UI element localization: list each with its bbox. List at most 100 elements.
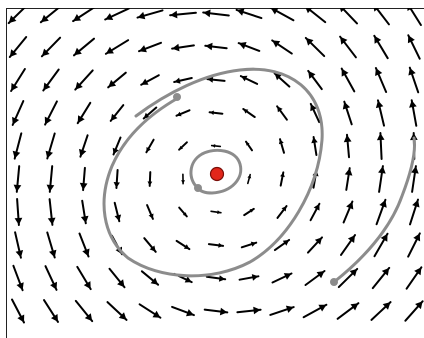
trajectory-right <box>332 136 416 284</box>
vector-arrow <box>140 74 160 86</box>
vector-arrow <box>245 140 253 152</box>
vector-arrow <box>143 237 157 253</box>
vector-arrow <box>337 267 359 289</box>
vector-arrow <box>146 204 154 220</box>
vector-arrow <box>12 264 24 292</box>
vector-arrow <box>113 201 122 223</box>
vector-arrow <box>46 165 55 193</box>
vector-arrow <box>43 299 59 323</box>
vector-arrow <box>340 67 356 93</box>
vector-arrow <box>239 75 259 85</box>
vector-arrow <box>11 100 25 126</box>
vector-arrow <box>340 234 356 256</box>
vector-arrow <box>10 68 26 92</box>
vector-arrow <box>104 8 130 21</box>
vector-arrow <box>40 36 62 58</box>
vector-arrow <box>309 202 321 222</box>
vector-arrow <box>76 265 92 291</box>
vector-arrow <box>72 8 96 23</box>
vector-arrow <box>378 165 386 193</box>
vector-arrow <box>302 303 328 319</box>
vector-arrow <box>237 42 261 52</box>
vector-arrow <box>171 43 195 52</box>
vector-arrow <box>204 42 228 51</box>
vector-arrow <box>74 299 94 323</box>
vector-arrow <box>178 206 188 218</box>
vector-arrow <box>370 301 392 321</box>
vector-arrow <box>175 109 191 117</box>
vector-arrow <box>80 199 89 225</box>
vector-arrow <box>304 270 326 286</box>
vector-arrow <box>342 200 354 224</box>
vector-arrow <box>235 8 263 20</box>
vector-arrow <box>344 167 353 191</box>
vector-arrow <box>307 236 323 254</box>
trajectory-outer <box>102 67 324 278</box>
vector-arrow <box>138 303 162 319</box>
vector-arrow <box>113 169 120 189</box>
vector-arrow <box>371 266 391 290</box>
vector-arrow <box>207 242 225 248</box>
vector-arrow <box>13 165 22 193</box>
vector-arrow <box>44 265 58 291</box>
vector-arrow <box>14 231 24 259</box>
vector-arrow <box>238 274 260 281</box>
vector-arrow <box>342 100 353 126</box>
vector-arrow <box>138 41 162 53</box>
vector-arrow <box>39 8 60 24</box>
vector-arrow <box>242 108 256 118</box>
vector-arrow <box>175 239 191 251</box>
vector-arrow <box>109 104 125 122</box>
vector-arrow <box>373 34 389 60</box>
vector-arrow <box>269 8 295 22</box>
vector-arrow <box>171 305 195 317</box>
vector-arrow <box>276 205 288 219</box>
vector-arrow <box>169 10 197 19</box>
vector-arrow <box>279 171 285 187</box>
vector-arrow <box>375 198 387 226</box>
vector-arrow <box>405 266 423 290</box>
vector-arrow <box>14 198 23 226</box>
vector-arrow <box>145 138 155 154</box>
vector-arrow <box>47 198 56 226</box>
vector-arrow <box>78 232 90 258</box>
vector-arrow <box>79 134 89 158</box>
trajectory-inner <box>189 148 243 195</box>
vector-arrow <box>202 9 230 18</box>
vector-arrow <box>203 307 229 316</box>
vector-arrow <box>108 267 126 289</box>
vector-arrow <box>243 207 255 217</box>
vector-arrow <box>404 300 424 322</box>
vector-arrow <box>273 238 291 252</box>
vector-arrow <box>106 301 128 321</box>
vector-arrow <box>45 132 56 160</box>
vector-arrow <box>339 8 358 25</box>
vector-arrow <box>73 37 95 57</box>
vector-arrow <box>339 35 357 59</box>
vector-arrow <box>407 34 421 60</box>
vector-arrow <box>205 275 227 282</box>
vector-arrow <box>11 298 25 324</box>
vector-arrow <box>375 99 385 127</box>
trajectory-start-marker <box>330 278 338 286</box>
vector-arrow <box>8 36 28 58</box>
vector-arrow <box>373 8 390 26</box>
vector-arrow <box>12 132 23 160</box>
vector-arrow <box>278 138 285 154</box>
vector-arrow <box>307 69 323 91</box>
vector-arrow <box>79 166 88 192</box>
vector-arrow <box>376 132 385 160</box>
vector-arrow <box>136 9 164 20</box>
vector-arrow <box>210 210 222 215</box>
vector-arrow <box>178 141 188 151</box>
vector-arrow <box>181 173 185 185</box>
vector-arrow <box>311 136 318 156</box>
vector-arrow <box>112 136 122 156</box>
vector-arrow <box>269 305 295 316</box>
vector-arrow <box>107 71 127 89</box>
vector-arrow <box>276 105 288 121</box>
vector-arrow <box>208 110 224 115</box>
vector-arrow <box>409 99 418 127</box>
